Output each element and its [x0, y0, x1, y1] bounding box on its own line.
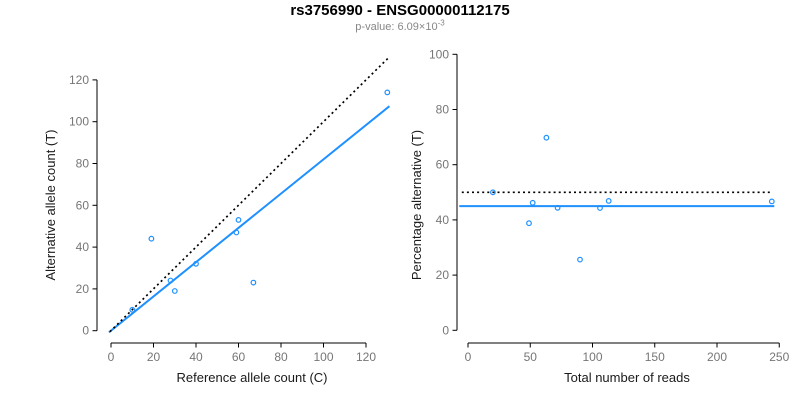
data-point — [577, 256, 583, 263]
data-point — [171, 288, 178, 294]
data-point — [490, 189, 496, 196]
x-tick-label: 150 — [645, 350, 665, 364]
x-tick-label: 50 — [524, 350, 538, 364]
y-tick-label: 80 — [76, 157, 90, 171]
y-tick-label: 120 — [69, 73, 89, 87]
x-tick-label: 60 — [232, 350, 246, 364]
x-tick-label: 80 — [274, 350, 288, 364]
data-point — [543, 134, 550, 141]
data-point — [384, 89, 391, 96]
data-point — [250, 279, 257, 286]
data-point — [768, 198, 775, 205]
x-axis-title: Total number of reads — [564, 370, 690, 385]
y-tick-label: 40 — [436, 213, 450, 227]
data-point — [526, 220, 532, 227]
x-tick-label: 20 — [147, 350, 161, 364]
y-tick-label: 60 — [76, 198, 90, 212]
p-value-exponent: -3 — [437, 18, 445, 28]
x-tick-label: 40 — [189, 350, 203, 364]
y-tick-label: 20 — [76, 282, 90, 296]
data-point — [235, 216, 242, 223]
fitted-proportion-line — [108, 105, 391, 334]
main-title: rs3756990 - ENSG00000112175 — [0, 2, 800, 19]
y-tick-label: 80 — [436, 103, 450, 117]
y-tick-label: 100 — [69, 115, 89, 129]
identity-line — [109, 56, 390, 333]
data-point — [529, 199, 536, 206]
y-axis-title: Percentage alternative (T) — [409, 130, 424, 280]
x-tick-label: 0 — [108, 350, 115, 364]
y-tick-label: 100 — [429, 47, 449, 61]
x-tick-label: 0 — [465, 350, 472, 364]
data-point — [605, 197, 612, 204]
x-tick-label: 250 — [769, 350, 789, 364]
main-title-text: rs3756990 - ENSG00000112175 — [290, 2, 510, 19]
right-plot: 0 50 100 150 200 250 0 20 40 60 80 100 Total number … — [409, 47, 790, 385]
x-axis-title: Reference allele count (C) — [176, 370, 327, 385]
x-tick-label: 200 — [707, 350, 727, 364]
y-axis-title: Alternative allele count (T) — [43, 129, 58, 280]
y-tick-label: 0 — [442, 323, 449, 337]
y-tick-label: 40 — [76, 240, 90, 254]
x-tick-label: 100 — [582, 350, 602, 364]
y-tick-label: 0 — [82, 324, 89, 338]
data-point — [129, 306, 136, 313]
x-tick-label: 100 — [313, 350, 333, 364]
p-value-text: p-value: 6.09×10 — [355, 21, 438, 33]
data-point — [148, 235, 155, 242]
x-tick-label: 120 — [356, 350, 376, 364]
y-tick-label: 60 — [436, 158, 450, 172]
subtitle: p-value: 6.09×10-3 — [0, 18, 800, 33]
left-plot: 0 20 40 60 80 100 120 0 20 40 60 80 100 120 Reference … — [43, 56, 391, 385]
y-tick-label: 20 — [436, 268, 450, 282]
